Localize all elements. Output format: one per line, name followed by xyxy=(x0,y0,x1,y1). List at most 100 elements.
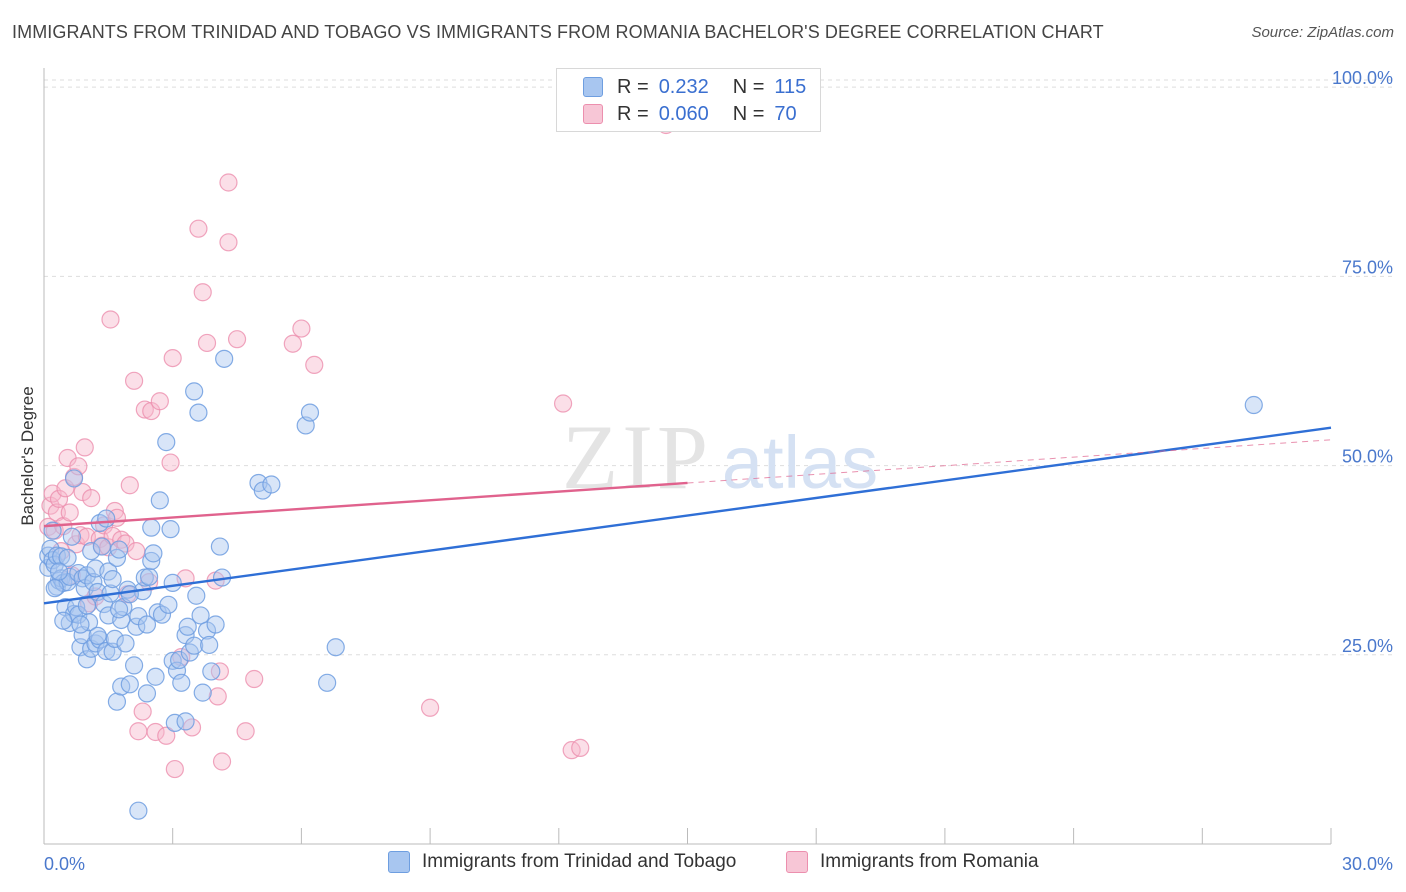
romania-point xyxy=(60,503,79,522)
romania-point xyxy=(219,173,238,192)
legend-r-label: R = xyxy=(617,75,649,98)
trinidad-point xyxy=(144,544,163,563)
trinidad-point xyxy=(262,475,281,494)
trinidad-point xyxy=(49,562,69,581)
romania-points xyxy=(39,115,676,779)
trinidad-point xyxy=(116,634,135,653)
romania-point xyxy=(75,438,94,457)
trinidad-point xyxy=(142,551,161,571)
trinidad-point xyxy=(45,579,64,598)
y-tick-label: 75.0% xyxy=(1342,257,1393,277)
romania-point xyxy=(208,687,227,706)
trinidad-point xyxy=(157,433,176,452)
trinidad-point xyxy=(191,606,210,625)
axes xyxy=(43,68,1332,845)
romania-point xyxy=(305,355,324,375)
romania-point xyxy=(292,319,311,338)
trinidad-point xyxy=(84,573,103,592)
romania-point xyxy=(124,371,144,390)
trinidad-point xyxy=(82,541,101,561)
trinidad-point xyxy=(189,403,208,422)
y-tick-label: 100.0% xyxy=(1332,68,1393,88)
romania-point xyxy=(127,541,146,561)
legend-row-trinidad: R = 0.232 N = 115 xyxy=(583,73,806,101)
trend-lines xyxy=(43,426,1332,605)
trinidad-point xyxy=(77,650,97,669)
trinidad-point xyxy=(326,638,345,657)
romania-point xyxy=(49,489,69,508)
legend-n-label: N = xyxy=(732,102,765,125)
romania-point xyxy=(150,392,169,411)
romania-point xyxy=(421,698,440,717)
romania-point xyxy=(161,453,180,472)
trinidad-point xyxy=(176,712,195,731)
source-credit: Source: ZipAtlas.com xyxy=(1251,24,1394,41)
trinidad-point xyxy=(120,675,139,694)
trinidad-trend-line xyxy=(43,426,1332,605)
romania-point xyxy=(129,722,148,741)
trinidad-point xyxy=(170,650,189,670)
romania-point xyxy=(245,669,264,689)
trinidad-point xyxy=(206,615,225,634)
bottom-legend-label: Immigrants from Romania xyxy=(820,851,1039,872)
y-axis-label: Bachelor's Degree xyxy=(18,386,37,526)
romania-point xyxy=(135,400,154,419)
trinidad-point xyxy=(200,635,219,655)
trinidad-point xyxy=(62,527,81,546)
romania-point xyxy=(189,219,208,238)
trinidad-point xyxy=(215,349,234,368)
trinidad-point xyxy=(159,595,178,614)
bottom-legend-romania: Immigrants from Romania xyxy=(786,851,1039,873)
romania-point xyxy=(283,334,302,353)
trinidad-point xyxy=(54,611,73,630)
trinidad-point xyxy=(161,520,180,539)
trinidad-points xyxy=(39,349,1263,820)
romania-point xyxy=(82,489,101,508)
tick-labels: 25.0% 50.0% 75.0% 100.0% 0.0% 30.0% xyxy=(44,68,1393,874)
trinidad-point xyxy=(178,617,197,636)
romania-trend-extension xyxy=(687,439,1332,484)
bottom-legend-swatch-pink xyxy=(786,851,808,873)
bottom-legend-label: Immigrants from Trinidad and Tobago xyxy=(422,851,737,872)
trinidad-point xyxy=(120,585,139,604)
trinidad-point xyxy=(142,518,161,537)
romania-point xyxy=(101,310,120,329)
trinidad-point xyxy=(124,656,144,675)
trinidad-point xyxy=(58,548,77,568)
trinidad-point xyxy=(193,683,212,702)
trinidad-point xyxy=(150,491,169,510)
trinidad-point xyxy=(107,692,127,711)
romania-point xyxy=(212,752,232,771)
y-tick-label: 25.0% xyxy=(1342,636,1393,656)
trinidad-point xyxy=(300,403,320,422)
trinidad-point xyxy=(202,662,221,681)
romania-point xyxy=(219,233,238,252)
romania-trend-line xyxy=(43,481,688,528)
trinidad-point xyxy=(137,684,157,703)
trinidad-point xyxy=(97,509,116,528)
romania-point xyxy=(146,722,165,742)
romania-point xyxy=(236,722,255,741)
trinidad-point xyxy=(52,547,71,566)
romania-point xyxy=(193,283,212,302)
romania-point xyxy=(157,726,176,745)
trinidad-point xyxy=(103,569,122,589)
romania-point xyxy=(69,457,88,476)
watermark: ZIP atlas xyxy=(562,406,878,508)
watermark-zip: ZIP xyxy=(562,406,712,508)
trinidad-point xyxy=(71,615,90,634)
legend-n-label: N = xyxy=(732,75,765,98)
trinidad-point xyxy=(140,567,159,586)
romania-point xyxy=(227,330,247,349)
romania-point xyxy=(163,348,182,368)
trinidad-point xyxy=(129,801,148,820)
trinidad-point xyxy=(163,651,182,670)
trinidad-point xyxy=(137,615,157,634)
trinidad-point xyxy=(172,673,191,692)
trinidad-point xyxy=(146,667,165,686)
romania-point xyxy=(571,738,590,757)
chart-title: IMMIGRANTS FROM TRINIDAD AND TOBAGO VS I… xyxy=(12,22,1104,42)
trinidad-point xyxy=(92,537,112,556)
bottom-legend-swatch-blue xyxy=(388,851,410,873)
